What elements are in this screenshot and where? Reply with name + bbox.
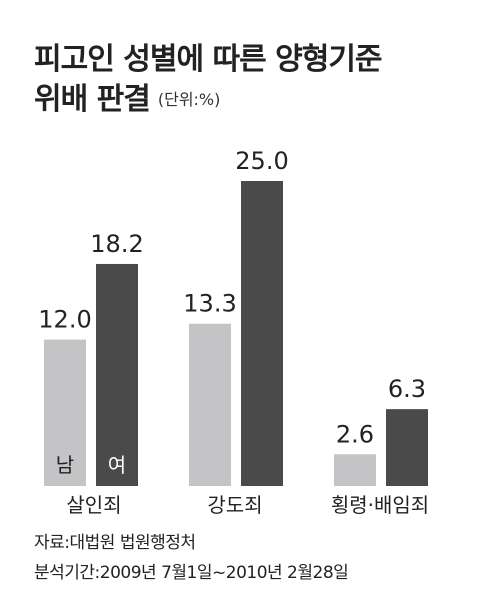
title-line-1: 피고인 성별에 따른 양형기준 — [34, 42, 383, 77]
value-labels-layer: 12.0 18.2 13.3 25.0 2.6 6.3 — [38, 147, 426, 448]
title-line-2: 위배 판결 (단위:%) — [34, 80, 382, 120]
title-line-2-text: 위배 판결 — [34, 82, 151, 117]
value-label-male-0: 12.0 — [38, 306, 91, 334]
bar-male-1 — [189, 323, 231, 486]
category-label-1: 강도죄 — [207, 493, 262, 517]
bar-female-1 — [241, 181, 283, 486]
value-label-female-2: 6.3 — [388, 375, 426, 403]
bar-female-2 — [386, 409, 428, 486]
chart-title: 피고인 성별에 따른 양형기준 위배 판결 (단위:%) — [34, 40, 383, 120]
value-label-female-1: 25.0 — [235, 147, 288, 175]
category-label-0: 살인죄 — [66, 493, 121, 517]
value-label-female-0: 18.2 — [90, 230, 143, 258]
bar-male-2 — [334, 454, 376, 486]
unit-label: (단위:%) — [157, 90, 221, 109]
value-label-male-2: 2.6 — [336, 420, 374, 448]
category-label-2: 횡령·배임죄 — [331, 493, 429, 517]
series-label-female: 여 — [108, 453, 126, 477]
footnote: 자료:대법원 법원행정처 분석기간:2009년 7월1일~2010년 2월28일 — [34, 528, 349, 588]
bar-male-0 — [44, 339, 86, 486]
category-labels-layer: 살인죄 강도죄 횡령·배임죄 — [66, 493, 429, 517]
period-text: 분석기간:2009년 7월1일~2010년 2월28일 — [34, 563, 349, 583]
source-text: 자료:대법원 법원행정처 — [34, 533, 196, 553]
value-label-male-1: 13.3 — [183, 290, 236, 318]
bars-layer — [44, 181, 428, 486]
bar-female-0 — [96, 263, 138, 486]
series-label-male: 남 — [56, 453, 74, 477]
